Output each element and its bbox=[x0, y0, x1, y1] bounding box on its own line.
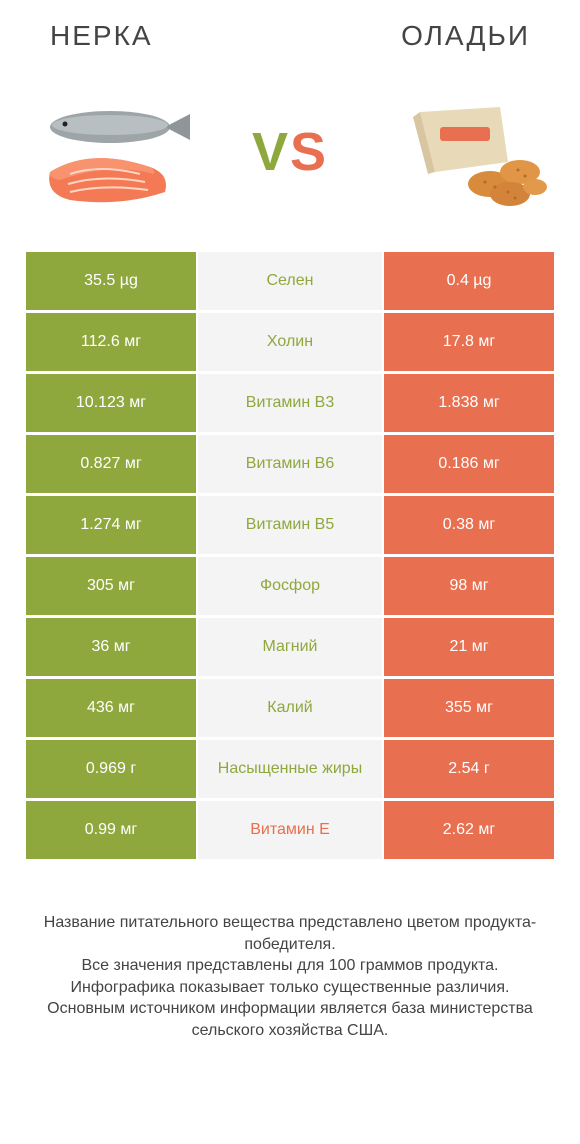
right-value: 0.4 µg bbox=[384, 252, 554, 310]
nutrient-label: Калий bbox=[196, 679, 384, 737]
right-value: 17.8 мг bbox=[384, 313, 554, 371]
left-value: 112.6 мг bbox=[26, 313, 196, 371]
right-value: 21 мг bbox=[384, 618, 554, 676]
nutrient-label: Витамин B6 bbox=[196, 435, 384, 493]
left-value: 10.123 мг bbox=[26, 374, 196, 432]
left-value: 0.827 мг bbox=[26, 435, 196, 493]
table-row: 1.274 мгВитамин B50.38 мг bbox=[26, 496, 554, 554]
vs-label: VS bbox=[252, 121, 328, 183]
table-row: 112.6 мгХолин17.8 мг bbox=[26, 313, 554, 371]
footer-line: Инфографика показывает только существенн… bbox=[30, 977, 550, 999]
nutrient-label: Селен bbox=[196, 252, 384, 310]
table-row: 36 мгМагний21 мг bbox=[26, 618, 554, 676]
table-row: 0.99 мгВитамин E2.62 мг bbox=[26, 801, 554, 859]
left-value: 0.969 г bbox=[26, 740, 196, 798]
footer-line: Название питательного вещества представл… bbox=[30, 912, 550, 955]
nutrient-label: Магний bbox=[196, 618, 384, 676]
hero-row: VS bbox=[0, 62, 580, 252]
right-value: 1.838 мг bbox=[384, 374, 554, 432]
header: НЕРКА ОЛАДЬИ bbox=[0, 0, 580, 62]
footer-caption: Название питательного вещества представл… bbox=[0, 862, 580, 1042]
vs-s: S bbox=[290, 122, 328, 182]
nutrient-label: Витамин B3 bbox=[196, 374, 384, 432]
right-value: 0.186 мг bbox=[384, 435, 554, 493]
comparison-table: 35.5 µgСелен0.4 µg112.6 мгХолин17.8 мг10… bbox=[0, 252, 580, 859]
nutrient-label: Фосфор bbox=[196, 557, 384, 615]
vs-v: V bbox=[252, 122, 290, 182]
table-row: 10.123 мгВитамин B31.838 мг bbox=[26, 374, 554, 432]
nutrient-label: Витамин B5 bbox=[196, 496, 384, 554]
left-value: 0.99 мг bbox=[26, 801, 196, 859]
right-product-image bbox=[380, 92, 550, 212]
left-value: 305 мг bbox=[26, 557, 196, 615]
right-value: 2.62 мг bbox=[384, 801, 554, 859]
nutrient-label: Витамин E bbox=[196, 801, 384, 859]
title-right: ОЛАДЬИ bbox=[401, 20, 530, 52]
table-row: 305 мгФосфор98 мг bbox=[26, 557, 554, 615]
title-left: НЕРКА bbox=[50, 20, 153, 52]
left-product-image bbox=[30, 92, 200, 212]
nutrient-label: Насыщенные жиры bbox=[196, 740, 384, 798]
nutrient-label: Холин bbox=[196, 313, 384, 371]
right-value: 0.38 мг bbox=[384, 496, 554, 554]
right-value: 355 мг bbox=[384, 679, 554, 737]
table-row: 0.969 гНасыщенные жиры2.54 г bbox=[26, 740, 554, 798]
right-value: 98 мг bbox=[384, 557, 554, 615]
footer-line: Основным источником информации является … bbox=[30, 998, 550, 1041]
table-row: 436 мгКалий355 мг bbox=[26, 679, 554, 737]
left-value: 436 мг bbox=[26, 679, 196, 737]
footer-line: Все значения представлены для 100 граммо… bbox=[30, 955, 550, 977]
left-value: 1.274 мг bbox=[26, 496, 196, 554]
left-value: 35.5 µg bbox=[26, 252, 196, 310]
table-row: 35.5 µgСелен0.4 µg bbox=[26, 252, 554, 310]
right-value: 2.54 г bbox=[384, 740, 554, 798]
left-value: 36 мг bbox=[26, 618, 196, 676]
table-row: 0.827 мгВитамин B60.186 мг bbox=[26, 435, 554, 493]
